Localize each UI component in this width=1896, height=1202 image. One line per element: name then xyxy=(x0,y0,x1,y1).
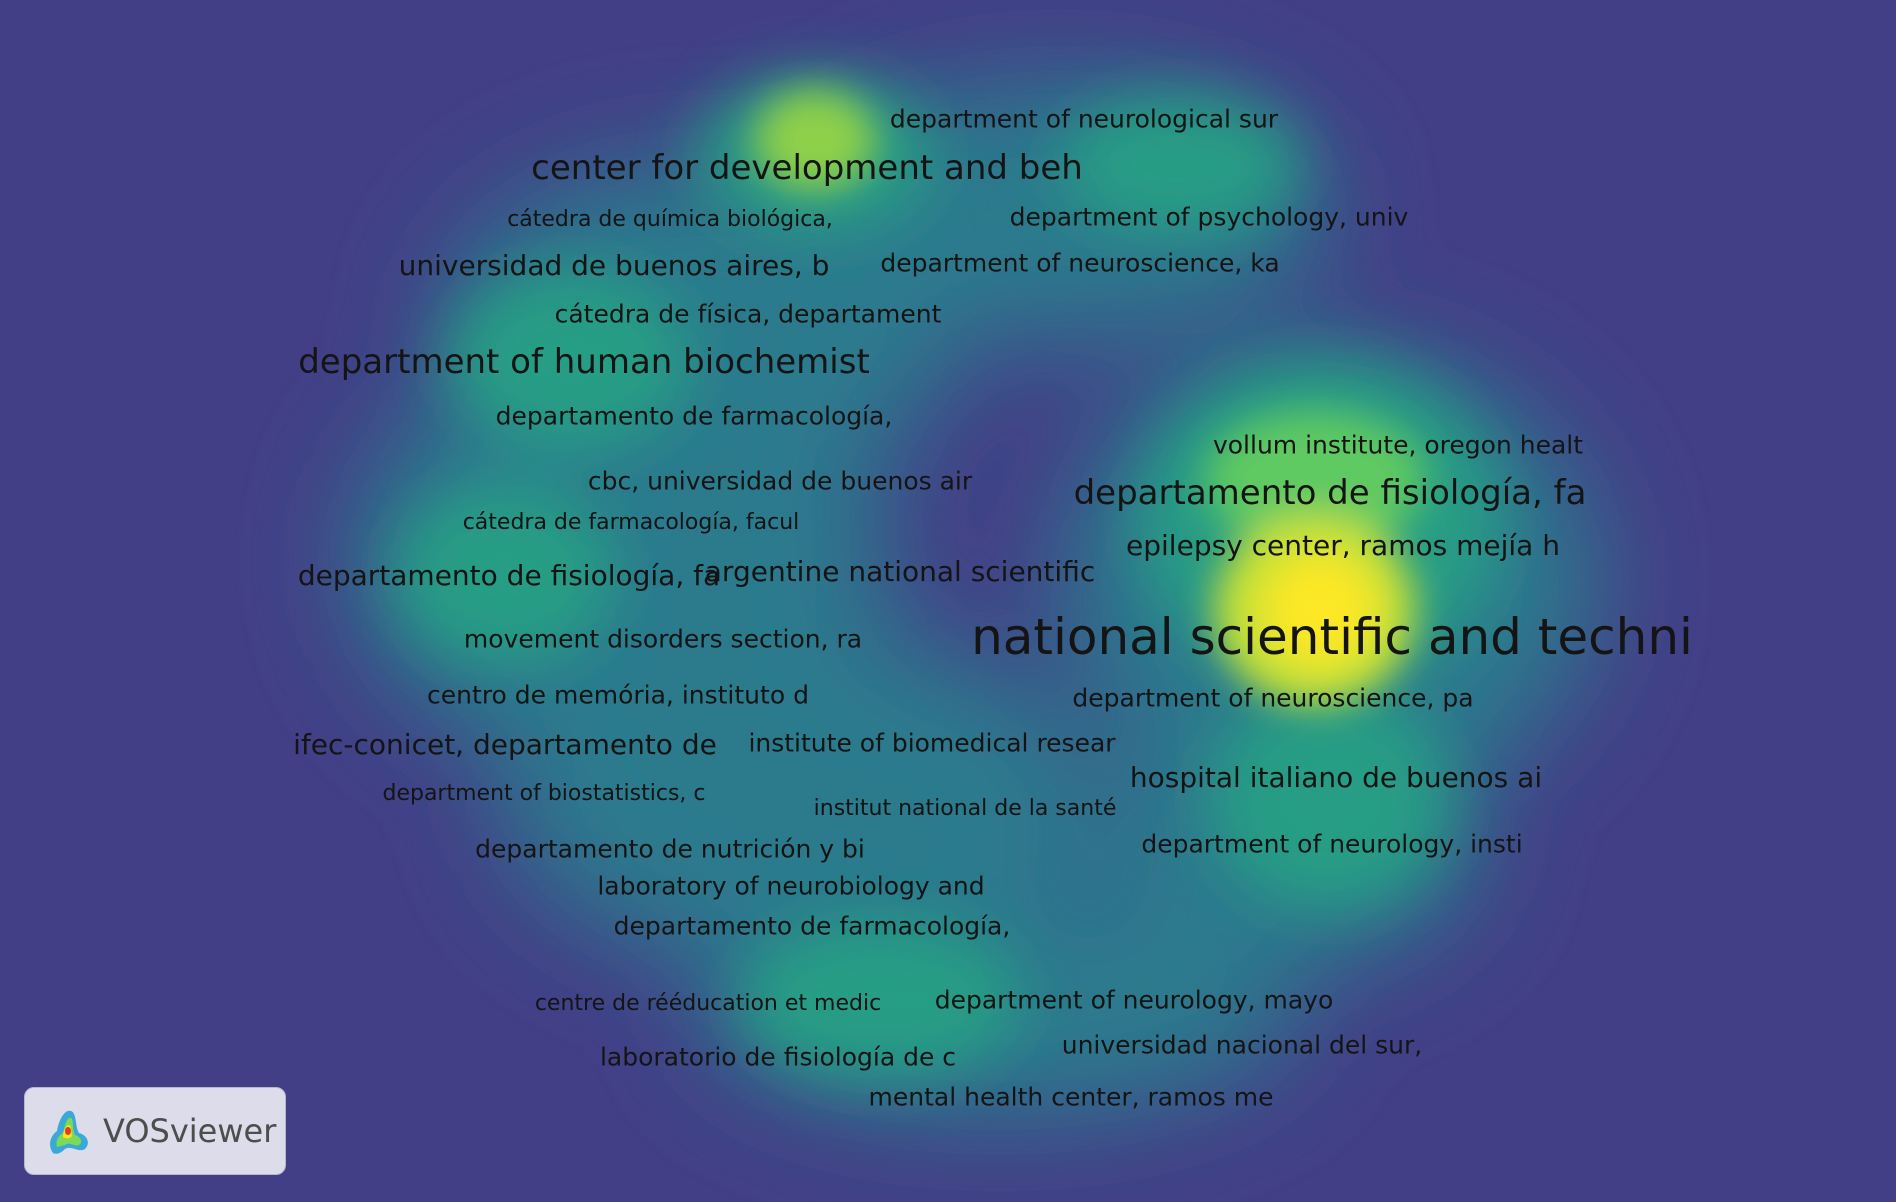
map-node-label[interactable]: national scientific and techni xyxy=(971,608,1693,666)
map-node-label[interactable]: ifec-conicet, departamento de xyxy=(293,728,717,761)
map-node-label[interactable]: hospital italiano de buenos ai xyxy=(1129,761,1543,794)
map-node-label[interactable]: department of biostatistics, c xyxy=(382,781,706,806)
map-node-label[interactable]: laboratory of neurobiology and xyxy=(597,871,985,901)
map-node-label[interactable]: institute of biomedical resear xyxy=(748,728,1116,758)
map-node-label[interactable]: universidad de buenos aires, b xyxy=(398,249,830,282)
map-node-label[interactable]: universidad nacional del sur, xyxy=(1061,1030,1423,1060)
map-node-label[interactable]: departamento de farmacología, xyxy=(613,911,1011,941)
map-node-label[interactable]: department of neurological sur xyxy=(889,104,1279,134)
map-node-label[interactable]: epilepsy center, ramos mejía h xyxy=(1126,529,1560,562)
map-node-label[interactable]: departamento de fisiología, fa xyxy=(297,559,721,592)
map-node-label[interactable]: centro de memória, instituto d xyxy=(427,680,809,710)
map-node-label[interactable]: mental health center, ramos me xyxy=(868,1082,1274,1112)
map-node-label[interactable]: department of human biochemist xyxy=(298,342,870,382)
map-node-label[interactable]: departamento de fisiología, fa xyxy=(1073,473,1587,513)
map-node-label[interactable]: institut national de la santé xyxy=(813,796,1117,821)
map-node-label[interactable]: cátedra de farmacología, facul xyxy=(462,510,800,535)
map-node-label[interactable]: center for development and beh xyxy=(531,148,1083,188)
app-name: VOSviewer xyxy=(103,1112,277,1150)
map-node-label[interactable]: cátedra de química biológica, xyxy=(507,207,833,232)
map-node-label[interactable]: department of neurology, insti xyxy=(1141,829,1523,859)
map-node-label[interactable]: department of neurology, mayo xyxy=(934,985,1334,1015)
map-node-label[interactable]: movement disorders section, ra xyxy=(463,624,863,654)
map-node-label[interactable]: department of psychology, univ xyxy=(1009,202,1409,232)
map-node-label[interactable]: departamento de farmacología, xyxy=(495,401,893,431)
map-node-label[interactable]: department of neuroscience, ka xyxy=(880,248,1280,278)
vosviewer-badge[interactable]: VOSviewer xyxy=(24,1087,286,1175)
map-node-label[interactable]: laboratorio de fisiología de c xyxy=(599,1042,957,1072)
map-node-label[interactable]: cbc, universidad de buenos air xyxy=(587,466,973,496)
map-node-label[interactable]: cátedra de física, departament xyxy=(554,299,942,329)
map-node-label[interactable]: vollum institute, oregon healt xyxy=(1212,430,1584,460)
map-node-label[interactable]: departamento de nutrición y bi xyxy=(475,834,865,864)
map-node-label[interactable]: centre de rééducation et medic xyxy=(534,991,882,1016)
vosviewer-logo-icon xyxy=(50,1110,88,1154)
map-node-label[interactable]: argentine national scientific xyxy=(704,555,1096,588)
map-node-label[interactable]: department of neuroscience, pa xyxy=(1072,683,1474,713)
